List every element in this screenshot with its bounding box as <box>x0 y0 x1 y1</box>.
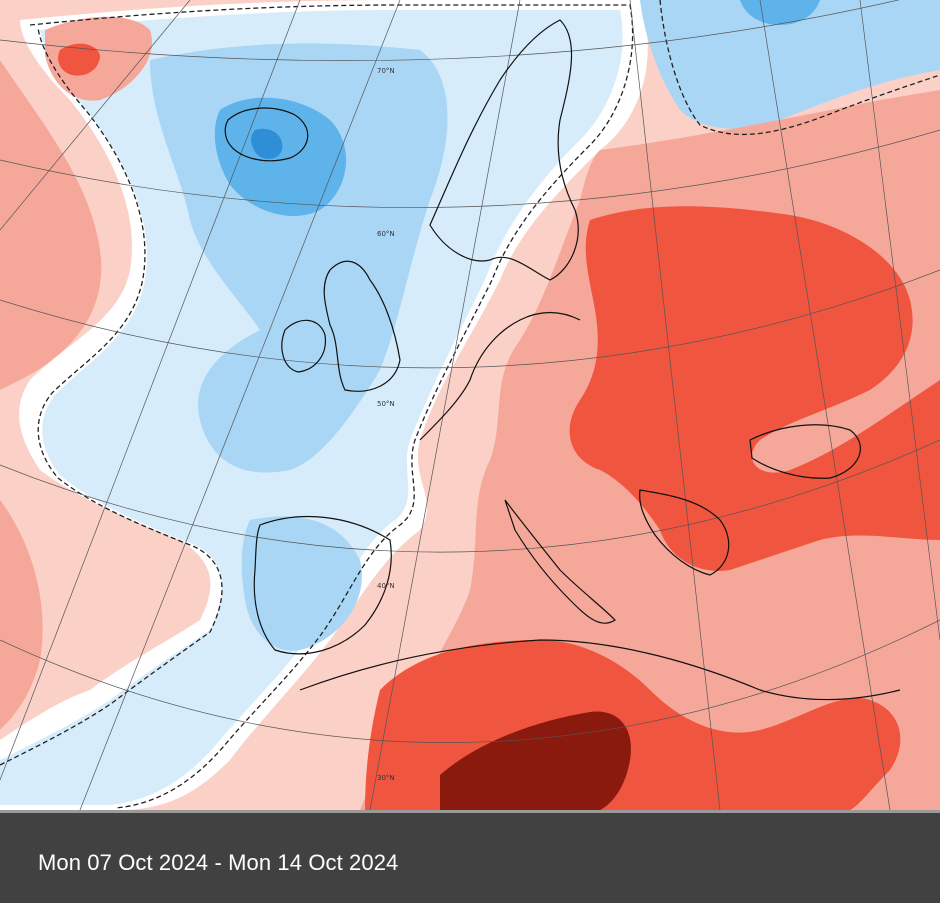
coast-iceland <box>224 107 309 162</box>
coast-scandinavia <box>429 19 579 281</box>
coast-ireland <box>281 319 326 373</box>
anomaly-region-cold-iberia <box>241 516 362 651</box>
coastlines <box>224 19 901 701</box>
anomaly-region-arctic-cold <box>740 0 820 25</box>
zero-anomaly-contour <box>29 4 634 809</box>
lat-label-70n: 70°N <box>377 67 395 75</box>
caption-bar: Mon 07 Oct 2024 - Mon 14 Oct 2024 <box>0 810 940 903</box>
temperature-anomaly-map: 70°N 60°N 50°N 40°N 30°N <box>0 0 940 810</box>
anomaly-region-very-cold <box>214 97 347 216</box>
coast-north-africa <box>299 639 901 701</box>
lat-label-50n: 50°N <box>377 400 395 408</box>
anomaly-region-warm-east <box>569 206 940 571</box>
anomaly-region-strong-warm-africa <box>440 711 631 810</box>
lat-label-40n: 40°N <box>377 582 395 590</box>
coast-black-sea <box>749 424 861 479</box>
coast-iberia <box>253 516 392 655</box>
coast-britain <box>323 260 401 392</box>
anomaly-region-arctic-cool <box>640 0 940 129</box>
date-range-caption: Mon 07 Oct 2024 - Mon 14 Oct 2024 <box>38 850 399 875</box>
lat-label-60n: 60°N <box>377 230 395 238</box>
coast-mainland-europe <box>419 311 581 441</box>
zero-anomaly-contour-arctic <box>659 0 940 136</box>
graticule <box>0 0 940 810</box>
lat-label-30n: 30°N <box>377 774 395 782</box>
coast-greece-balkans <box>639 489 730 576</box>
anomaly-region-mild-warm-southwest <box>0 500 43 730</box>
zero-anomaly-contour-atlantic <box>0 27 223 766</box>
coast-italy <box>504 499 616 624</box>
anomaly-region-deep-cold <box>251 128 283 159</box>
anomaly-region-greenland-warm <box>58 43 100 76</box>
